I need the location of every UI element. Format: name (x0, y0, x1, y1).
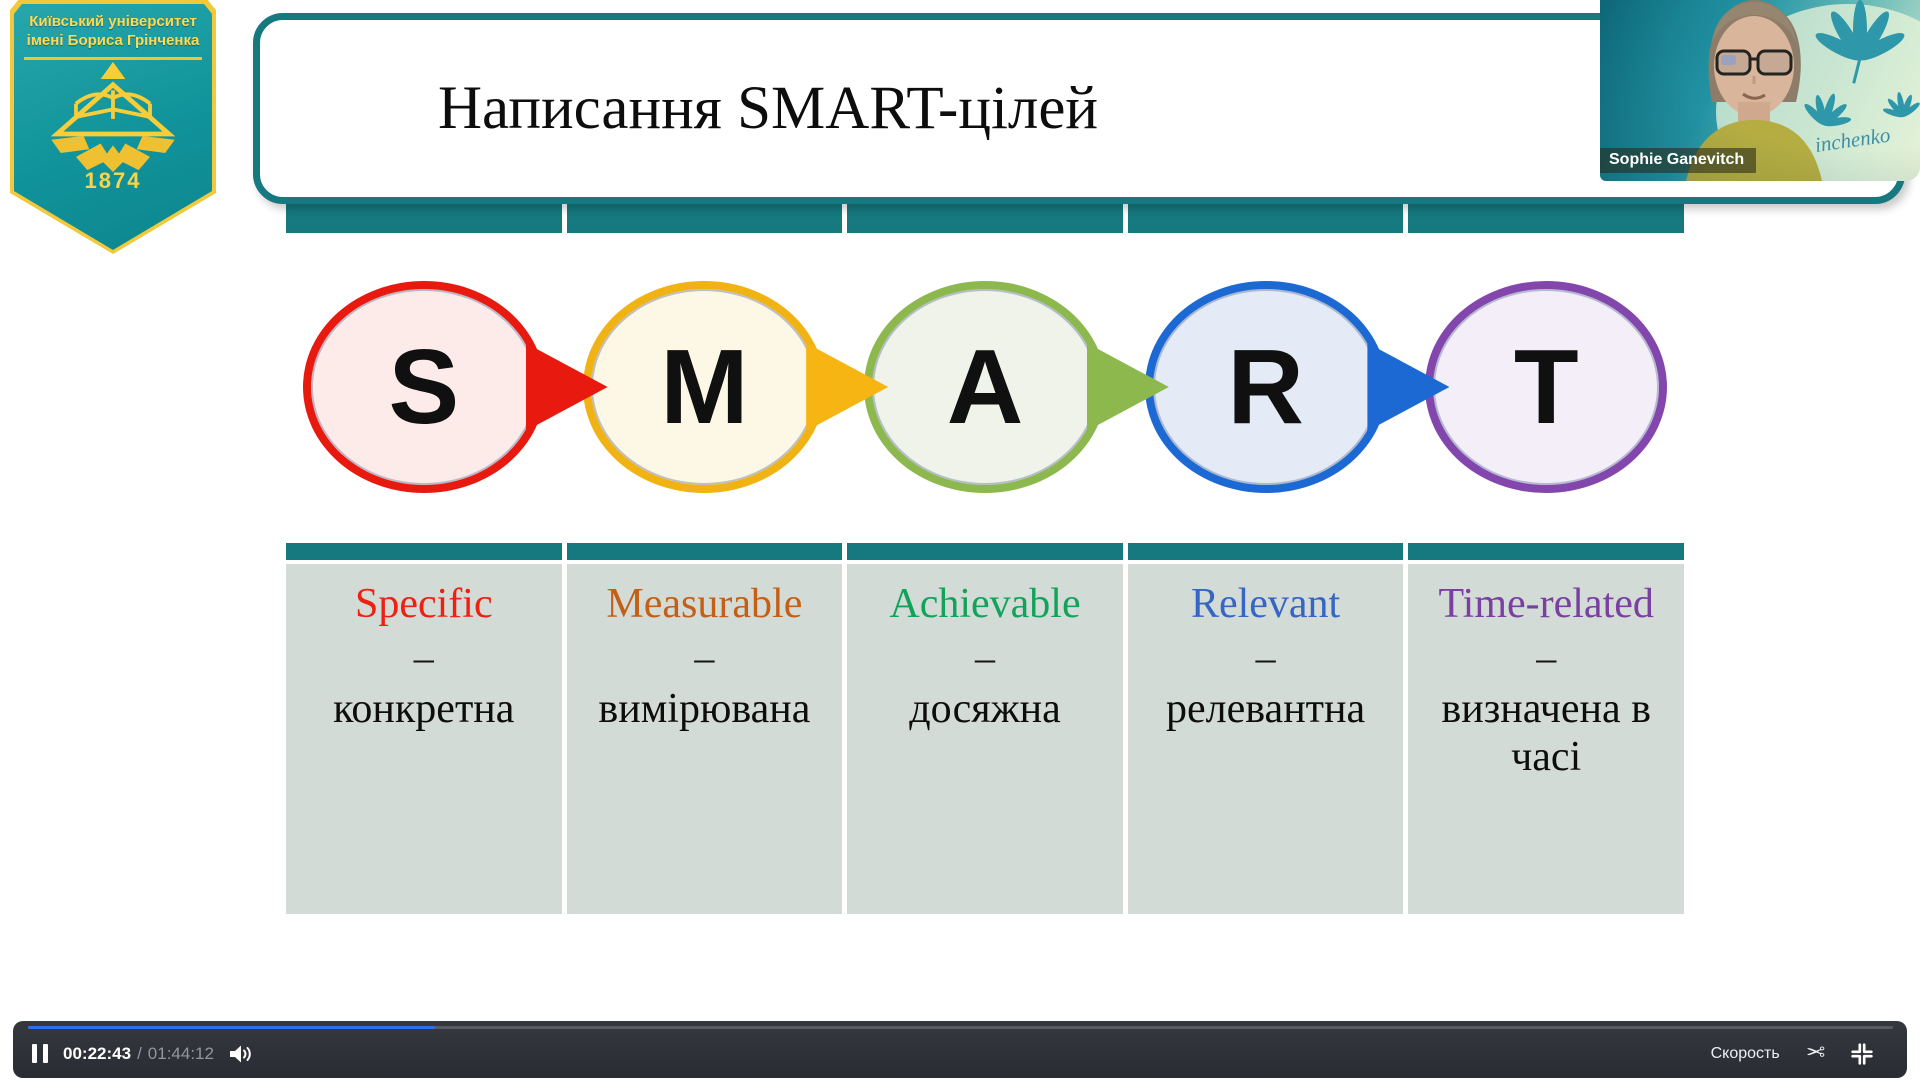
circle-letter: S (388, 327, 460, 446)
dash: – (413, 634, 434, 680)
table-header-segment (847, 543, 1123, 560)
pause-button[interactable] (30, 1040, 50, 1067)
term-label: Time-related (1438, 581, 1654, 627)
circle-shape: S (302, 281, 545, 493)
dash: – (1255, 634, 1276, 680)
translation-label: визначена в часі (1441, 685, 1651, 780)
pause-icon (43, 1044, 48, 1063)
table-cell-time-related: Time-related – визначена в часі (1408, 564, 1684, 914)
time-display: 00:22:43 / 01:44:12 (63, 1044, 214, 1064)
table-header-segment (566, 543, 843, 560)
slide-title: Написання SMART-цілей (438, 74, 1099, 142)
term-label: Relevant (1190, 581, 1341, 627)
current-time: 00:22:43 (63, 1043, 132, 1063)
translation-label: досяжна (909, 685, 1061, 732)
smart-circles-row: S M A R T (286, 243, 1684, 531)
smart-circle-s: S (286, 243, 608, 531)
logo-name-line2: імені Бориса Грінченка (26, 31, 200, 49)
circle-shape: A (863, 281, 1106, 493)
pause-icon (32, 1044, 37, 1063)
accent-bar-segment (1127, 202, 1404, 233)
progress-fill (28, 1026, 435, 1029)
progress-bar[interactable] (28, 1026, 1893, 1029)
table-header-segment (1408, 543, 1684, 560)
dash: – (1536, 634, 1557, 680)
circle-shape: R (1144, 281, 1387, 493)
speed-button[interactable]: Скорость (1710, 1044, 1780, 1062)
fullscreen-toggle-button[interactable] (1851, 1042, 1873, 1065)
circle-letter: R (1227, 327, 1304, 446)
player-control-bar: 00:22:43 / 01:44:12 Скорость ✂ (13, 1021, 1907, 1078)
compress-icon (1851, 1042, 1873, 1065)
dash: – (694, 634, 715, 680)
time-separator: / (137, 1043, 142, 1063)
circle-letter: T (1513, 327, 1579, 446)
smart-circle-r: R (1128, 243, 1450, 531)
university-logo: Київський університет імені Бориса Грінч… (10, 0, 216, 254)
webcam-video: inchenko Sophie Ganevitch (1600, 0, 1920, 181)
smart-circle-a: A (847, 243, 1169, 531)
circle-shape: T (1425, 281, 1668, 493)
logo-name-line1: Київський університет (29, 13, 197, 30)
logo-university-name: Київський університет імені Бориса Грінч… (27, 13, 200, 51)
term-label: Specific (354, 581, 493, 627)
accent-bar-segment (286, 202, 562, 233)
smart-circle-m: M (567, 243, 889, 531)
translation-label: вимірювана (598, 685, 811, 732)
dash: – (974, 634, 995, 680)
translation-label: конкретна (333, 685, 515, 732)
table-cell-relevant: Relevant – релевантна (1127, 564, 1404, 914)
participant-name-tag: Sophie Ganevitch (1600, 148, 1757, 173)
glasses-icon (1715, 49, 1793, 76)
circle-letter: A (946, 327, 1024, 446)
table-cell-achievable: Achievable – досяжна (847, 564, 1123, 914)
translation-label: релевантна (1166, 685, 1366, 732)
accent-bar-segment (1408, 202, 1684, 233)
circle-shape: M (583, 281, 826, 493)
scissors-icon[interactable]: ✂ (1805, 1040, 1825, 1066)
table-header-segment (1127, 543, 1404, 560)
smart-table: Specific – конкретна Measurable – вимірю… (286, 564, 1684, 914)
volume-button[interactable] (227, 1043, 253, 1065)
total-duration: 01:44:12 (147, 1043, 214, 1063)
table-cell-measurable: Measurable – вимірювана (566, 564, 843, 914)
top-accent-bar (286, 202, 1684, 233)
circle-letter: M (660, 327, 749, 446)
accent-bar-segment (847, 202, 1123, 233)
logo-divider (24, 56, 202, 60)
open-book-emblem-icon (50, 61, 176, 172)
term-label: Measurable (606, 581, 803, 627)
table-header-bar (286, 543, 1684, 560)
term-label: Achievable (889, 581, 1081, 627)
watermark-text: inchenko (1813, 123, 1891, 157)
logo-shield: Київський університет імені Бориса Грінч… (14, 4, 212, 250)
logo-founding-year: 1874 (84, 167, 142, 193)
chestnut-leaf-icon (1804, 0, 1920, 127)
table-header-segment (286, 543, 562, 560)
volume-icon (229, 1045, 251, 1062)
smart-circle-t: T (1408, 243, 1684, 531)
table-cell-specific: Specific – конкретна (286, 564, 562, 914)
accent-bar-segment (566, 202, 843, 233)
